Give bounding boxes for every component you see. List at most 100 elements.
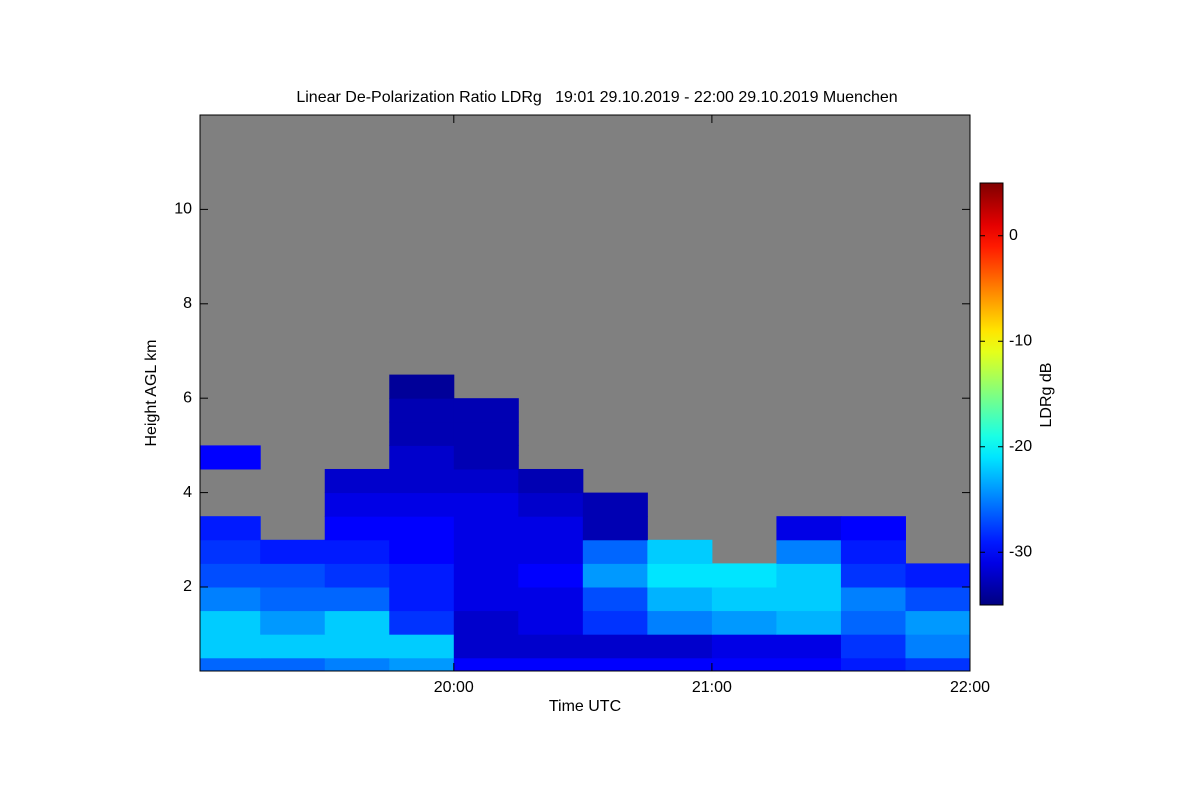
heatmap-cell <box>260 563 326 588</box>
heatmap-cell <box>518 492 584 517</box>
heatmap-cell <box>582 539 648 564</box>
heatmap-cell <box>711 634 777 659</box>
heatmap-cell <box>453 610 519 635</box>
colorbar-label: LDRg dB <box>1038 363 1055 428</box>
y-axis-label: Height AGL km <box>143 339 160 446</box>
heatmap-cell <box>776 586 842 612</box>
heatmap-cell <box>776 539 842 564</box>
heatmap-cell <box>453 398 519 423</box>
heatmap-cell <box>776 634 842 659</box>
heatmap-cell <box>200 610 261 635</box>
heatmap-cell <box>518 610 584 635</box>
heatmap-cell <box>389 445 455 470</box>
heatmap-cell <box>840 516 906 541</box>
heatmap-cell <box>260 539 326 564</box>
y-tick-label: 8 <box>183 295 192 312</box>
heatmap-cell <box>647 586 713 612</box>
heatmap-cell <box>905 634 971 659</box>
heatmap-cell <box>389 468 455 494</box>
heatmap-cell <box>200 445 261 470</box>
heatmap-cell <box>905 586 971 612</box>
x-tick-label: 22:00 <box>950 679 990 696</box>
heatmap-cell <box>260 657 326 672</box>
heatmap-cell <box>840 634 906 659</box>
heatmap-cell <box>260 610 326 635</box>
y-tick-label: 2 <box>183 578 192 595</box>
heatmap-cell <box>324 586 390 612</box>
heatmap-cell <box>453 421 519 446</box>
heatmap-cell <box>518 634 584 659</box>
heatmap-cell <box>776 657 842 672</box>
heatmap-cell <box>200 657 261 672</box>
heatmap-cell <box>200 539 261 564</box>
heatmap-cell <box>200 563 261 588</box>
colorbar-tick-label: 0 <box>1009 227 1018 244</box>
heatmap-cell <box>518 657 584 672</box>
x-tick-label: 20:00 <box>434 679 474 696</box>
heatmap-cell <box>582 516 648 541</box>
heatmap-cell <box>647 539 713 564</box>
heatmap-cell <box>711 610 777 635</box>
heatmap-cell <box>260 586 326 612</box>
heatmap-cell <box>389 492 455 517</box>
heatmap-cell <box>389 539 455 564</box>
y-tick-label: 6 <box>183 389 192 406</box>
heatmap-cell <box>647 563 713 588</box>
heatmap-cell <box>840 563 906 588</box>
heatmap-cell <box>389 516 455 541</box>
heatmap-cell <box>200 634 261 659</box>
heatmap-cell <box>518 586 584 612</box>
heatmap-cell <box>905 563 971 588</box>
heatmap-cell <box>453 563 519 588</box>
heatmap-cell <box>582 563 648 588</box>
heatmap-cell <box>905 657 971 672</box>
heatmap-cell <box>582 492 648 517</box>
heatmap-cell <box>582 657 648 672</box>
plot-frame <box>199 114 971 672</box>
heatmap-cell <box>453 634 519 659</box>
heatmap-cell <box>776 610 842 635</box>
heatmap-cell <box>200 586 261 612</box>
heatmap-cell <box>518 563 584 588</box>
heatmap-cell <box>324 539 390 564</box>
heatmap-cell <box>389 398 455 423</box>
heatmap-cell <box>324 634 390 659</box>
heatmap-cell <box>711 586 777 612</box>
heatmap-cell <box>582 634 648 659</box>
colorbar <box>979 182 1004 606</box>
heatmap-cell <box>324 516 390 541</box>
heatmap-cell <box>518 539 584 564</box>
heatmap-cell <box>905 610 971 635</box>
y-tick-label: 4 <box>183 484 192 501</box>
heatmap-cell <box>453 586 519 612</box>
y-tick-label: 10 <box>174 201 192 218</box>
heatmap-cell <box>711 563 777 588</box>
heatmap-cell <box>453 657 519 672</box>
heatmap-cell <box>389 563 455 588</box>
heatmap-cell <box>840 657 906 672</box>
colorbar-tick-label: -20 <box>1009 438 1032 455</box>
heatmap-cell <box>324 492 390 517</box>
colorbar-tick-label: -10 <box>1009 332 1032 349</box>
x-axis-label: Time UTC <box>549 698 621 715</box>
heatmap-cell <box>840 586 906 612</box>
heatmap-cell <box>324 468 390 494</box>
heatmap-cell <box>389 610 455 635</box>
heatmap-cell <box>453 492 519 517</box>
heatmap-cell <box>776 516 842 541</box>
chart-title: Linear De-Polarization Ratio LDRg 19:01 … <box>296 89 897 106</box>
heatmap-cell <box>582 610 648 635</box>
heatmap-cell <box>453 516 519 541</box>
heatmap-cell <box>324 563 390 588</box>
heatmap-cell <box>840 610 906 635</box>
heatmap-cell <box>518 516 584 541</box>
colorbar-tick-label: -30 <box>1009 543 1032 560</box>
heatmap-cell <box>453 445 519 470</box>
heatmap-cell <box>324 657 390 672</box>
heatmap-cell <box>711 657 777 672</box>
heatmap-cell <box>389 374 455 399</box>
heatmap-cell <box>647 634 713 659</box>
heatmap-cell <box>389 657 455 672</box>
heatmap-cell <box>453 539 519 564</box>
